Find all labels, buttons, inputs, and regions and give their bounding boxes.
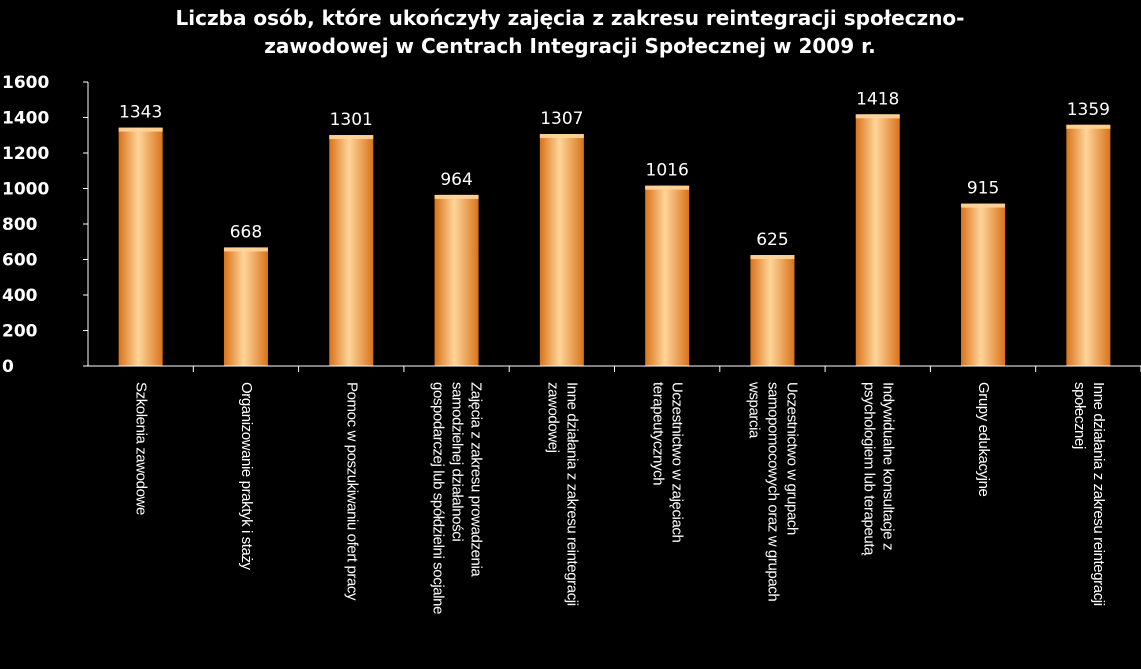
x-tick-label-line: terapeutycznych xyxy=(650,382,667,485)
x-tick-label: Inne działania z zakresu reintegracjizaw… xyxy=(544,382,580,606)
x-tick-label-line: Inne działania z zakresu reintegracji xyxy=(1090,382,1107,606)
x-tick-label: Zajęcia z zakresu prowadzeniasamodzielne… xyxy=(430,382,485,614)
x-tick-label-line: Uczestnictwo w zajęciach xyxy=(669,382,686,543)
bar xyxy=(855,114,900,367)
bar-top xyxy=(645,185,690,190)
chart-title: Liczba osób, które ukończyły zajęcia z z… xyxy=(176,6,965,58)
chart-title-line: Liczba osób, które ukończyły zajęcia z z… xyxy=(176,6,965,30)
bar-top xyxy=(223,247,268,252)
y-axis: 0 200 400 600 800 1000 1200 1400 1600 xyxy=(2,73,89,377)
data-label: 1359 xyxy=(1067,100,1110,120)
y-tick-label: 1200 xyxy=(2,144,49,164)
x-tick-label-line: Pomoc w poszukiwaniu ofert pracy xyxy=(343,382,360,601)
bar-top xyxy=(855,114,900,119)
x-tick-label-line: gospodarczej lub spółdzielni socjalne xyxy=(430,382,447,614)
x-tick-label-line: Grupy edukacyjne xyxy=(975,382,992,497)
bar-top xyxy=(434,194,479,199)
data-label: 1301 xyxy=(330,110,373,130)
bar xyxy=(434,194,479,366)
bar-top xyxy=(750,255,795,260)
bar xyxy=(1066,124,1111,366)
x-tick-label: Szkolenia zawodowe xyxy=(133,382,150,515)
data-label: 625 xyxy=(756,230,788,250)
x-tick-label-line: Indywidualne konsultacje z xyxy=(879,382,896,550)
x-tick-label-line: Inne działania z zakresu reintegracji xyxy=(563,382,580,606)
y-tick-label: 200 xyxy=(2,322,38,342)
x-tick-label-line: Szkolenia zawodowe xyxy=(133,382,150,515)
x-tick-label-line: samopomocowych oraz w grupach xyxy=(764,382,781,601)
data-label: 668 xyxy=(230,222,262,242)
x-tick-label: Inne działania z zakresu reintegracjispo… xyxy=(1071,382,1107,606)
y-tick-label: 1600 xyxy=(2,73,49,93)
data-label: 915 xyxy=(967,179,999,199)
y-tick-label: 600 xyxy=(2,251,38,271)
x-tick-label-line: Uczestnictwo w grupach xyxy=(783,382,800,535)
data-label: 1307 xyxy=(540,109,583,129)
x-tick-label-line: Organizowanie praktyk i staży xyxy=(238,382,255,571)
bar-top xyxy=(329,135,374,140)
x-tick-label: Grupy edukacyjne xyxy=(975,382,992,497)
data-label: 1343 xyxy=(119,103,162,123)
bars: 1343 668 1301 964 1307 1016 625 1418 915 1359 xyxy=(118,89,1111,367)
bar-top xyxy=(1066,124,1111,129)
x-tick-label-line: Zajęcia z zakresu prowadzenia xyxy=(468,382,485,577)
x-axis: Szkolenia zawodowe Organizowanie praktyk … xyxy=(88,365,1141,614)
x-tick-label: Organizowanie praktyk i staży xyxy=(238,382,255,571)
y-tick-label: 400 xyxy=(2,286,38,306)
bar xyxy=(118,127,163,367)
x-tick-label-line: wsparcia xyxy=(745,381,762,439)
x-tick-label-line: społecznej xyxy=(1071,382,1088,449)
x-tick-label-line: samodzielnej działalności xyxy=(449,382,466,541)
data-label: 1016 xyxy=(646,161,689,181)
bar-top xyxy=(961,203,1006,208)
x-tick-label: Pomoc w poszukiwaniu ofert pracy xyxy=(343,382,360,601)
data-label: 964 xyxy=(440,170,472,190)
bar xyxy=(539,134,584,366)
data-label: 1418 xyxy=(856,89,899,109)
bar xyxy=(750,255,795,366)
chart-title-line: zawodowej w Centrach Integracji Społeczn… xyxy=(264,34,875,58)
x-tick-label-line: psychologiem lub terapeutą xyxy=(860,382,877,556)
y-tick-label: 1000 xyxy=(2,180,49,200)
y-tick-label: 0 xyxy=(2,357,14,377)
bar-top xyxy=(539,134,584,139)
bar-top xyxy=(118,127,163,132)
y-tick-label: 1400 xyxy=(2,109,49,129)
y-tick-label: 800 xyxy=(2,215,38,235)
bar xyxy=(961,203,1006,366)
bar xyxy=(329,135,374,366)
x-tick-label-line: zawodowej xyxy=(544,382,561,453)
bar xyxy=(645,185,690,366)
bar xyxy=(223,247,268,366)
